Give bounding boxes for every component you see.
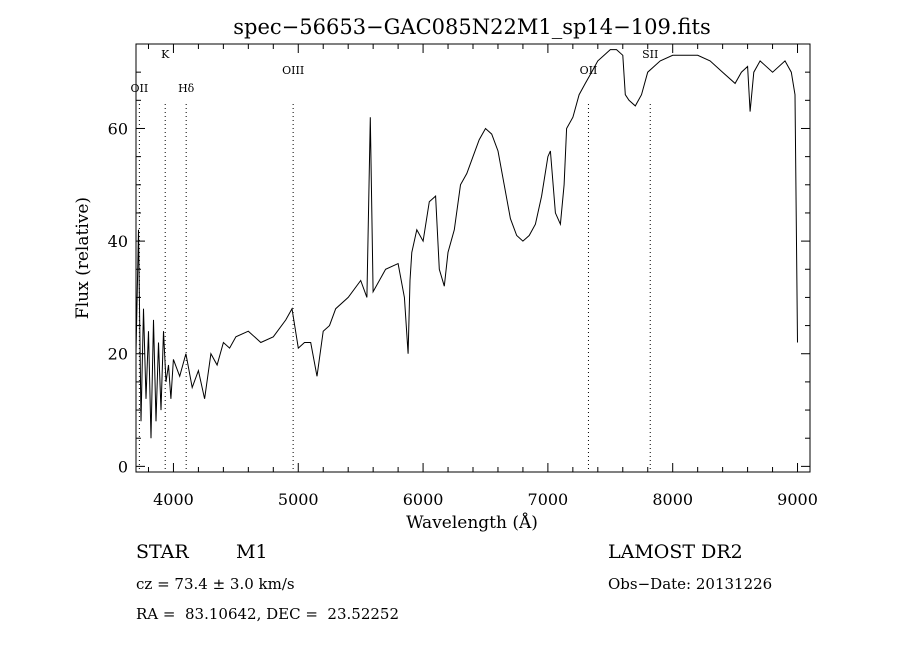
y-axis-label: Flux (relative) [73, 197, 93, 319]
object-subclass: M1 [236, 541, 268, 563]
x-tick-label: 9000 [777, 490, 818, 509]
line-markers: OII K Hδ OIII OII SII [131, 48, 658, 472]
x-tick-label: 7000 [528, 490, 569, 509]
plot-frame [135, 43, 811, 473]
chart-title: spec−56653−GAC085N22M1_sp14−109.fits [233, 15, 710, 39]
line-marker-label: K [161, 48, 170, 61]
spectrum-line [135, 49, 798, 439]
line-marker-label: SII [642, 48, 658, 61]
x-axis-label: Wavelength (Å) [406, 512, 538, 533]
y-tick-label: 0 [118, 457, 128, 476]
x-tick-label: 8000 [652, 490, 693, 509]
line-marker-label: OII [131, 82, 149, 95]
survey-name: LAMOST DR2 [608, 541, 743, 563]
line-marker-label: Hδ [178, 82, 195, 95]
obs-date: Obs−Date: 20131226 [608, 575, 773, 593]
spectrum-chart: spec−56653−GAC085N22M1_sp14−109.fits OII… [73, 15, 818, 533]
y-tick-label: 40 [108, 232, 128, 251]
object-class: STAR [136, 541, 189, 563]
y-tick-label: 20 [108, 345, 128, 364]
axes: 4000 5000 6000 7000 8000 9000 0 20 40 60 [108, 44, 818, 509]
line-marker-label: OII [580, 64, 598, 77]
x-tick-label: 4000 [153, 490, 194, 509]
y-tick-label: 60 [108, 119, 128, 138]
x-tick-label: 6000 [403, 490, 444, 509]
x-tick-label: 5000 [278, 490, 319, 509]
line-marker-label: OIII [282, 64, 304, 77]
coordinates: RA = 83.10642, DEC = 23.52252 [136, 605, 400, 623]
redshift-readout: cz = 73.4 ± 3.0 km/s [136, 575, 295, 593]
